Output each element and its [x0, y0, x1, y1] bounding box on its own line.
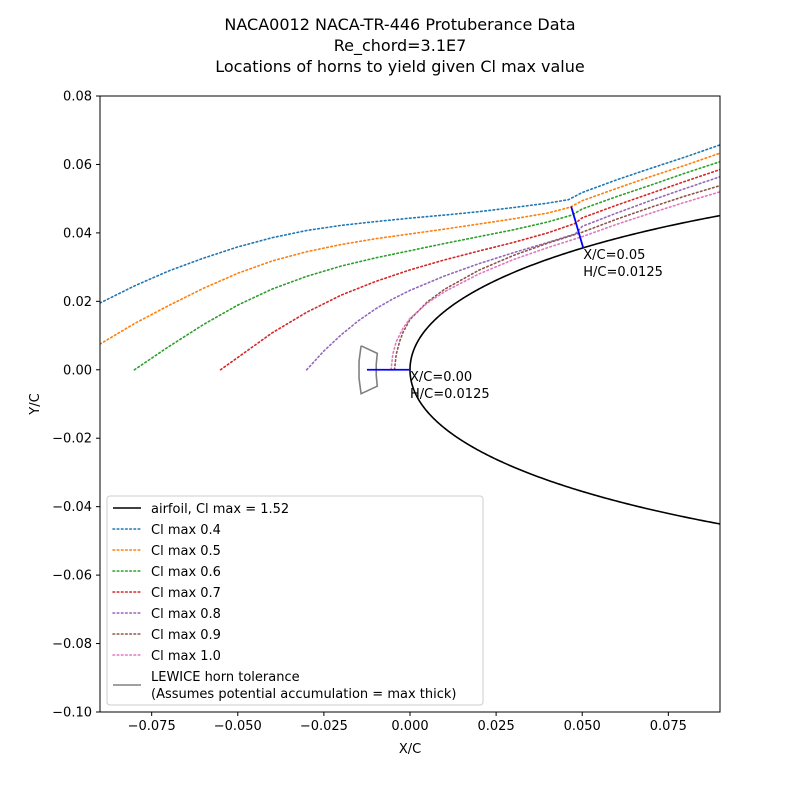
y-tick-label: −0.04: [52, 500, 92, 515]
annotation-1-line-1: X/C=0.00: [410, 370, 472, 385]
series-line-cl-max-3: [133, 160, 720, 371]
y-tick-label: 0.04: [63, 226, 92, 241]
legend-label-3: Cl max 0.5: [151, 544, 221, 559]
annotation-2-line-2: H/C=0.0125: [583, 265, 663, 280]
x-tick-label: 0.025: [478, 719, 515, 734]
series-line-cl-max-7: [390, 191, 720, 371]
x-tick-label: −0.025: [300, 719, 348, 734]
legend-label-lewice: LEWICE horn tolerance: [151, 670, 300, 685]
plot-content: [100, 144, 720, 525]
legend-box: [106, 495, 484, 706]
y-axis: −0.10 −0.08 −0.06 −0.04 −0.02 0.00 0.02 0.04 0.0…: [52, 90, 100, 721]
x-axis-label: X/C: [399, 742, 421, 757]
annotations: X/C=0.00 H/C=0.0125 X/C=0.05 H/C=0.0125: [410, 248, 663, 402]
y-axis-label: Y/C: [28, 393, 43, 415]
x-tick-label: −0.050: [214, 719, 262, 734]
legend-label-2: Cl max 0.4: [151, 523, 221, 538]
y-tick-label: 0.08: [63, 90, 92, 105]
series-line-cl-max-2: [100, 152, 720, 345]
legend-label-7: Cl max 0.9: [151, 628, 221, 643]
x-tick-label: −0.075: [128, 719, 176, 734]
x-tick-label: 0.050: [564, 719, 601, 734]
x-tick-label: 0.075: [650, 719, 687, 734]
legend: airfoil, Cl max = 1.52 Cl max 0.4 Cl max 0…: [106, 495, 484, 706]
annotation-1-line-2: H/C=0.0125: [410, 387, 490, 402]
y-tick-label: −0.08: [52, 637, 92, 652]
y-tick-label: −0.06: [52, 569, 92, 584]
y-tick-label: 0.02: [63, 295, 92, 310]
chart-title-line-3: Locations of horns to yield given Cl max…: [215, 57, 584, 76]
chart-title-line-1: NACA0012 NACA-TR-446 Protuberance Data: [224, 15, 575, 34]
legend-label-5: Cl max 0.7: [151, 586, 221, 601]
y-tick-label: 0.00: [63, 363, 92, 378]
legend-label-6: Cl max 0.8: [151, 607, 221, 622]
annotation-2-line-1: X/C=0.05: [583, 248, 645, 263]
x-tick-label: 0.000: [391, 719, 428, 734]
series-line-cl-max-5: [305, 175, 720, 371]
series-line-cl-max-4: [219, 168, 720, 371]
legend-label-4: Cl max 0.6: [151, 565, 221, 580]
x-axis: −0.075 −0.050 −0.025 0.000 0.025 0.050 0.075: [128, 712, 687, 734]
legend-label-8: Cl max 1.0: [151, 649, 221, 664]
y-tick-label: 0.06: [63, 158, 92, 173]
series-line-cl-max-1: [100, 144, 720, 304]
horn-marker-2: [570, 206, 585, 249]
legend-label-1: airfoil, Cl max = 1.52: [151, 502, 289, 517]
legend-label-lewice-note: (Assumes potential accumulation = max th…: [151, 687, 456, 702]
chart-title-line-2: Re_chord=3.1E7: [334, 36, 467, 56]
series-line-cl-max-6: [393, 184, 720, 371]
y-tick-label: −0.02: [52, 432, 92, 447]
y-tick-label: −0.10: [52, 706, 92, 721]
lewice-horn-tolerance-shape: [358, 345, 379, 395]
